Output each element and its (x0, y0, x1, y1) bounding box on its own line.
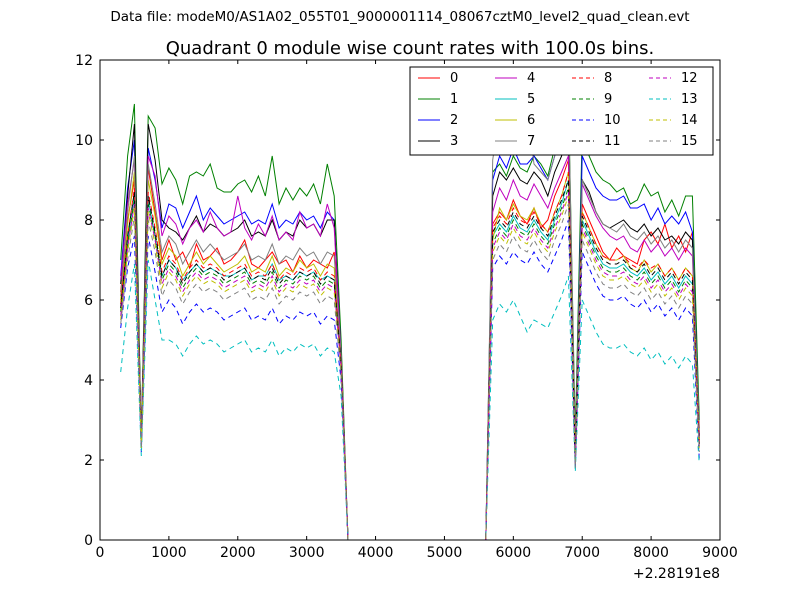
legend-label-15: 15 (681, 134, 698, 149)
series-line-2 (120, 115, 700, 541)
x-tick-label: 8000 (633, 545, 669, 561)
legend-label-7: 7 (527, 134, 535, 149)
series-line-5 (120, 179, 700, 541)
series-line-12 (120, 191, 700, 541)
x-tick-label: 2000 (220, 545, 256, 561)
y-tick-label: 12 (75, 53, 93, 69)
x-tick-label: 4000 (358, 545, 394, 561)
series-line-13 (120, 259, 700, 541)
legend-label-0: 0 (450, 71, 458, 86)
chart-title: Quadrant 0 module wise count rates with … (166, 38, 655, 59)
series-line-7 (120, 94, 700, 541)
legend-label-3: 3 (450, 134, 458, 149)
legend-label-13: 13 (681, 92, 698, 107)
legend-label-1: 1 (450, 92, 458, 107)
legend-label-6: 6 (527, 113, 535, 128)
series-line-9 (120, 187, 700, 541)
series-line-8 (120, 171, 700, 541)
series-line-0 (120, 159, 700, 541)
series-line-11 (120, 179, 700, 541)
x-tick-label: 9000 (702, 545, 738, 561)
legend-label-5: 5 (527, 92, 535, 107)
series-line-10 (120, 219, 700, 541)
series-line-1 (120, 95, 700, 541)
legend-label-11: 11 (604, 134, 621, 149)
x-tick-label: 3000 (289, 545, 325, 561)
x-tick-label: 1000 (151, 545, 187, 561)
legend-label-10: 10 (604, 113, 621, 128)
legend-label-14: 14 (681, 113, 698, 128)
y-tick-label: 2 (84, 453, 93, 469)
y-tick-label: 6 (84, 293, 93, 309)
legend-frame (409, 66, 714, 156)
legend-label-2: 2 (450, 113, 458, 128)
y-tick-label: 0 (84, 533, 93, 549)
y-tick-label: 10 (75, 133, 93, 149)
y-tick-label: 4 (84, 373, 93, 389)
figure-suptitle: Data file: modeM0/AS1A02_055T01_90000011… (110, 9, 690, 25)
x-offset-label: +2.28191e8 (633, 566, 720, 582)
legend-label-9: 9 (604, 92, 612, 107)
legend-label-12: 12 (681, 71, 698, 86)
x-tick-label: 5000 (427, 545, 463, 561)
legend-label-4: 4 (527, 71, 535, 86)
ticks-layer: 0 1000 2000 3000 4000 5000 6000 7000 8000 9000 0 2 4… (75, 53, 738, 561)
x-tick-label: 0 (96, 545, 105, 561)
y-tick-label: 8 (84, 213, 93, 229)
series-layer (120, 94, 700, 541)
x-tick-label: 7000 (564, 545, 600, 561)
legend-label-8: 8 (604, 71, 612, 86)
x-tick-label: 6000 (496, 545, 532, 561)
